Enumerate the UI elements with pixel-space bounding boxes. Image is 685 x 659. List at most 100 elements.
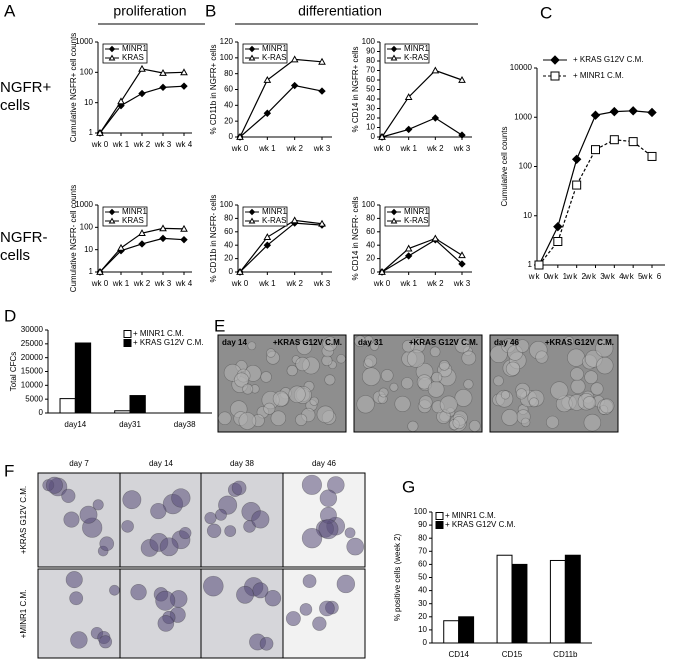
marker xyxy=(236,132,244,140)
cell xyxy=(454,337,471,354)
y-tick-label: 0 xyxy=(371,267,376,276)
cell xyxy=(394,395,411,413)
marker xyxy=(590,110,601,120)
y-tick-label: 0 xyxy=(229,267,234,276)
legend-swatch xyxy=(435,521,444,529)
x-tick-label: wk 4 xyxy=(175,140,193,149)
column-label: day 38 xyxy=(230,459,255,468)
x-tick-label: wk 1 xyxy=(112,279,130,288)
cell xyxy=(263,402,276,415)
y-tick-label: 120 xyxy=(220,37,234,46)
cell xyxy=(520,417,531,428)
marker xyxy=(647,107,657,118)
cell xyxy=(590,382,604,396)
y-tick-label: 10 xyxy=(523,211,532,220)
x-tick-label: CD15 xyxy=(502,650,523,659)
y-tick-label: 40 xyxy=(418,586,427,595)
cell xyxy=(65,571,83,589)
x-tick-label: wk 1 xyxy=(258,279,276,288)
row-label: cells xyxy=(0,247,30,264)
row-label: cells xyxy=(0,97,30,114)
y-tick-label: 10 xyxy=(84,98,93,107)
cell xyxy=(439,395,458,414)
x-tick-label: wk 1 xyxy=(112,140,130,149)
marker xyxy=(180,224,188,232)
chart: 0 5000 10000 15000 20000 25000 30000 Total CFCs… xyxy=(9,325,212,429)
marker xyxy=(159,224,167,232)
y-tick-label: 30 xyxy=(418,599,427,608)
cell xyxy=(595,339,614,358)
panel-label: E xyxy=(214,316,225,335)
cell xyxy=(122,490,142,510)
y-tick-label: 10000 xyxy=(21,380,44,389)
legend-swatch xyxy=(123,339,132,347)
y-tick-label: 10 xyxy=(418,625,427,634)
cell xyxy=(231,480,247,496)
cell xyxy=(296,339,313,355)
cell xyxy=(327,476,345,494)
y-tick-label: 80 xyxy=(224,69,233,78)
x-tick-label: wk 3 xyxy=(453,279,471,288)
cell xyxy=(380,369,394,382)
x-tick-label: wk 1 xyxy=(399,144,417,153)
x-tick-label: wk 2 xyxy=(133,279,151,288)
x-tick-label: day38 xyxy=(174,420,196,429)
y-tick-label: 70 xyxy=(366,66,375,75)
y-axis-label: Cumulative NGFR- cell counts xyxy=(69,185,78,293)
y-tick-label: 80 xyxy=(224,214,233,223)
y-tick-label: 20 xyxy=(224,254,233,263)
y-tick-label: 60 xyxy=(418,560,427,569)
series-line xyxy=(239,58,323,138)
cell xyxy=(301,474,322,495)
y-tick-label: 40 xyxy=(366,94,375,103)
legend-marker xyxy=(550,55,560,65)
legend-label: K-RAS xyxy=(404,53,428,62)
y-tick-label: 70 xyxy=(418,546,427,555)
marker xyxy=(117,97,125,105)
cell xyxy=(259,636,274,651)
image-day: day 14 xyxy=(222,338,247,347)
x-tick-label: wk 2 xyxy=(565,272,586,281)
cell xyxy=(468,420,481,432)
legend-swatch xyxy=(123,330,132,338)
cell xyxy=(429,346,441,358)
marker xyxy=(571,154,582,165)
x-tick-label: wk 2 xyxy=(426,279,444,288)
cell xyxy=(302,574,317,589)
cell xyxy=(155,590,176,611)
marker xyxy=(431,234,440,242)
cell xyxy=(452,416,466,430)
bar xyxy=(184,385,201,414)
y-tick-label: 20 xyxy=(224,116,233,125)
header: differentiation xyxy=(298,3,382,19)
legend-label: + KRAS G12V C.M. xyxy=(445,520,515,529)
x-tick-label: day31 xyxy=(119,420,141,429)
cell xyxy=(402,339,415,353)
legend-swatch xyxy=(435,512,444,520)
cell xyxy=(69,591,84,606)
y-tick-label: 100 xyxy=(80,67,94,76)
cell xyxy=(238,412,257,430)
x-tick-label: wk 0 xyxy=(528,272,549,281)
cell xyxy=(599,398,615,414)
cell xyxy=(130,583,147,601)
marker xyxy=(290,55,299,63)
marker xyxy=(404,252,413,260)
row-label: +MINR1 C.M. xyxy=(19,590,28,639)
bar xyxy=(496,554,513,644)
marker xyxy=(572,180,582,190)
header: proliferation xyxy=(113,3,186,19)
cell xyxy=(98,635,113,649)
cell xyxy=(529,397,539,408)
x-tick-label: wk 4 xyxy=(603,272,624,281)
series-line xyxy=(239,84,323,138)
cell xyxy=(584,370,598,384)
cell xyxy=(159,537,179,557)
cell xyxy=(236,585,254,604)
y-tick-label: 20 xyxy=(418,612,427,621)
legend-label: + MINR1 C.M. xyxy=(573,71,624,80)
cell xyxy=(361,367,381,386)
y-tick-label: 20 xyxy=(366,113,375,122)
x-tick-label: wk 3 xyxy=(313,144,331,153)
cell xyxy=(295,413,308,426)
